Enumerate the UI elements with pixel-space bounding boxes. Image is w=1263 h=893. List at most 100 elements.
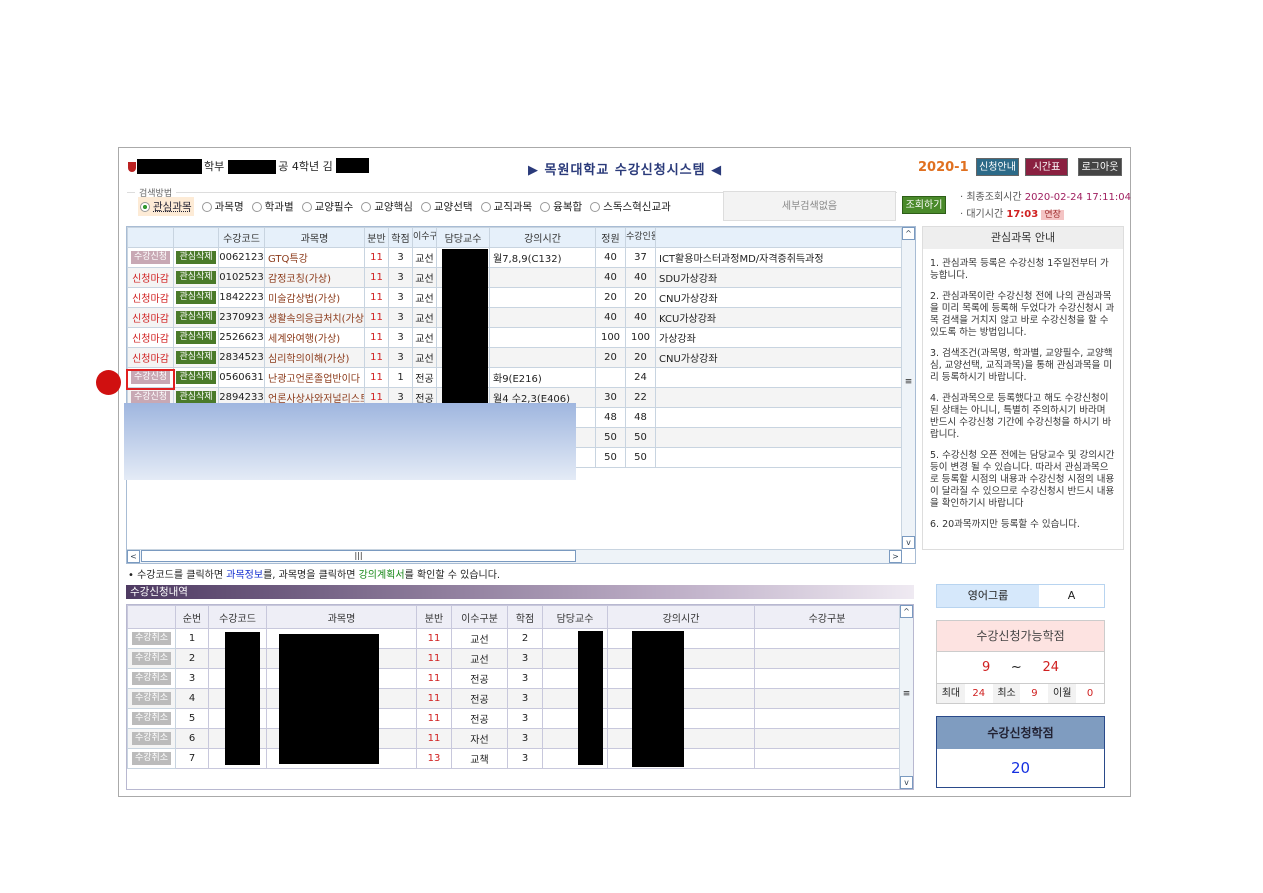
course-name[interactable]: 심리학의이해(가상) xyxy=(264,347,365,368)
section: 13 xyxy=(416,748,452,769)
search-option-radio[interactable]: 교양필수 xyxy=(301,197,353,216)
guide-button[interactable]: 신청안내 xyxy=(976,158,1019,176)
hint-text: • 수강코드를 클릭하면 과목정보를, 과목명을 클릭하면 강의계획서를 확인할… xyxy=(128,570,501,581)
timetable-button[interactable]: 시간표 xyxy=(1025,158,1068,176)
radio-icon[interactable] xyxy=(361,201,372,212)
overlay-popup xyxy=(124,403,576,480)
enrolled-count: 20 xyxy=(625,347,656,368)
syllabus-link[interactable]: 강의계획서 xyxy=(358,570,405,581)
detail-search-input[interactable]: 세부검색없음 xyxy=(723,191,896,221)
course-name[interactable]: GTQ특강 xyxy=(264,247,365,268)
apply-button[interactable]: 수강신청 xyxy=(130,391,171,404)
search-option-radio[interactable]: 과목명 xyxy=(201,197,244,216)
course-info-link[interactable]: 과목정보 xyxy=(226,570,264,581)
interest-cell: 관심삭제 xyxy=(173,387,219,408)
row-number: 6 xyxy=(175,728,209,749)
remove-interest-button[interactable]: 관심삭제 xyxy=(176,391,216,404)
search-button[interactable]: 조회하기 xyxy=(902,196,946,214)
enrolled-count: 37 xyxy=(625,247,656,268)
search-method: 검색방법 xyxy=(127,186,897,222)
search-option-radio[interactable]: 학과별 xyxy=(251,197,294,216)
search-option-radio[interactable]: 스독스혁신교과 xyxy=(590,197,671,216)
course-code[interactable]: 0062123 xyxy=(218,247,265,268)
credit-range: 수강신청가능학점 9 ~ 24 최대 24 최소 9 이월 0 xyxy=(936,620,1105,704)
remove-interest-button[interactable]: 관심삭제 xyxy=(176,271,216,284)
cancel-button[interactable]: 수강취소 xyxy=(131,672,172,685)
search-option-radio[interactable]: 관심과목 xyxy=(138,197,194,216)
scroll-thumb[interactable]: ≡ xyxy=(902,689,911,699)
course-name[interactable]: 세계와여행(가상) xyxy=(264,327,365,348)
logout-button[interactable]: 로그아웃 xyxy=(1078,158,1122,176)
remove-interest-button[interactable]: 관심삭제 xyxy=(176,331,216,344)
remove-interest-button[interactable]: 관심삭제 xyxy=(176,291,216,304)
scroll-up-icon[interactable]: ^ xyxy=(900,605,913,618)
course-type: 전공 xyxy=(451,688,508,709)
capacity: 48 xyxy=(595,407,626,428)
scroll-thumb-h[interactable]: ||| xyxy=(141,550,576,562)
search-option-radio[interactable]: 교직과목 xyxy=(480,197,532,216)
horizontal-scrollbar[interactable]: < ||| > xyxy=(127,549,902,563)
scroll-thumb[interactable]: ≡ xyxy=(904,377,913,387)
course-name[interactable]: 미술감상법(가상) xyxy=(264,287,365,308)
remove-interest-button[interactable]: 관심삭제 xyxy=(176,351,216,364)
redacted xyxy=(442,249,488,409)
cancel-cell: 수강취소 xyxy=(127,648,176,669)
radio-icon[interactable] xyxy=(480,201,491,212)
course-name[interactable]: 감정코칭(가상) xyxy=(264,267,365,288)
course-code[interactable]: 2834523 xyxy=(218,347,265,368)
column-header: 분반 xyxy=(364,227,389,248)
apply-button[interactable]: 수강신청 xyxy=(130,371,171,384)
note: 가상강좌 xyxy=(655,327,902,348)
enroll-type xyxy=(754,708,900,729)
apply-button[interactable]: 수강신청 xyxy=(130,251,171,264)
cancel-button[interactable]: 수강취소 xyxy=(131,752,172,765)
course-code[interactable]: 0560631 xyxy=(218,367,265,388)
course-code[interactable]: 2526623 xyxy=(218,327,265,348)
course-code[interactable]: 2370923 xyxy=(218,307,265,328)
remove-interest-button[interactable]: 관심삭제 xyxy=(176,251,216,264)
course-code[interactable]: 1842223 xyxy=(218,287,265,308)
search-option-radio[interactable]: 교양선택 xyxy=(420,197,473,216)
radio-icon[interactable] xyxy=(201,201,212,212)
remove-interest-button[interactable]: 관심삭제 xyxy=(176,371,216,384)
section: 11 xyxy=(364,287,389,308)
radio-icon[interactable] xyxy=(590,201,601,212)
cancel-button[interactable]: 수강취소 xyxy=(131,652,172,665)
enrolled-count: 20 xyxy=(625,287,656,308)
radio-icon[interactable] xyxy=(420,201,431,212)
radio-icon[interactable] xyxy=(251,201,262,212)
course-code[interactable]: 0102523 xyxy=(218,267,265,288)
course-name[interactable]: 생활속의응급처치(가상 xyxy=(264,307,365,328)
remove-interest-button[interactable]: 관심삭제 xyxy=(176,311,216,324)
section: 11 xyxy=(416,728,452,749)
lecture-time: 월7,8,9(C132) xyxy=(489,247,596,268)
search-option-radio[interactable]: 교양핵심 xyxy=(361,197,413,216)
row-number: 3 xyxy=(175,668,209,689)
cancel-button[interactable]: 수강취소 xyxy=(131,692,172,705)
guide-item: 4. 관심과목으로 등록했다고 해도 수강신청이 된 상태는 아니니, 특별히 … xyxy=(930,393,1112,440)
column-header: 수강코드 xyxy=(218,227,265,248)
scroll-left-icon[interactable]: < xyxy=(127,550,140,563)
extend-button[interactable]: 연장 xyxy=(1041,210,1064,220)
scroll-down-icon[interactable]: v xyxy=(900,776,913,789)
cancel-button[interactable]: 수강취소 xyxy=(131,632,172,645)
cancel-button[interactable]: 수강취소 xyxy=(131,732,172,745)
status-cell: 신청마감 xyxy=(127,307,174,328)
column-header xyxy=(127,605,176,629)
cancel-button[interactable]: 수강취소 xyxy=(131,712,172,725)
scroll-up-icon[interactable]: ^ xyxy=(902,227,915,240)
applied-credits-value: 20 xyxy=(1010,759,1031,777)
scroll-right-icon[interactable]: > xyxy=(889,550,902,563)
radio-icon[interactable] xyxy=(540,201,551,212)
course-name[interactable]: 언론사상사와저널리스트 xyxy=(264,387,365,408)
radio-icon[interactable] xyxy=(301,201,312,212)
course-name[interactable]: 난광고언론졸업반이다 xyxy=(264,367,365,388)
scroll-down-icon[interactable]: v xyxy=(902,536,915,549)
vertical-scrollbar[interactable]: ^ ≡ v xyxy=(901,227,915,549)
section: 11 xyxy=(364,387,389,408)
vertical-scrollbar-enrolled[interactable]: ^ ≡ v xyxy=(899,605,913,789)
credit-range-values: 9 ~ 24 xyxy=(937,652,1104,684)
search-option-radio[interactable]: 융복합 xyxy=(540,197,582,216)
radio-icon[interactable] xyxy=(140,201,150,212)
applied-credits: 수강신청학점 20 xyxy=(936,716,1105,788)
